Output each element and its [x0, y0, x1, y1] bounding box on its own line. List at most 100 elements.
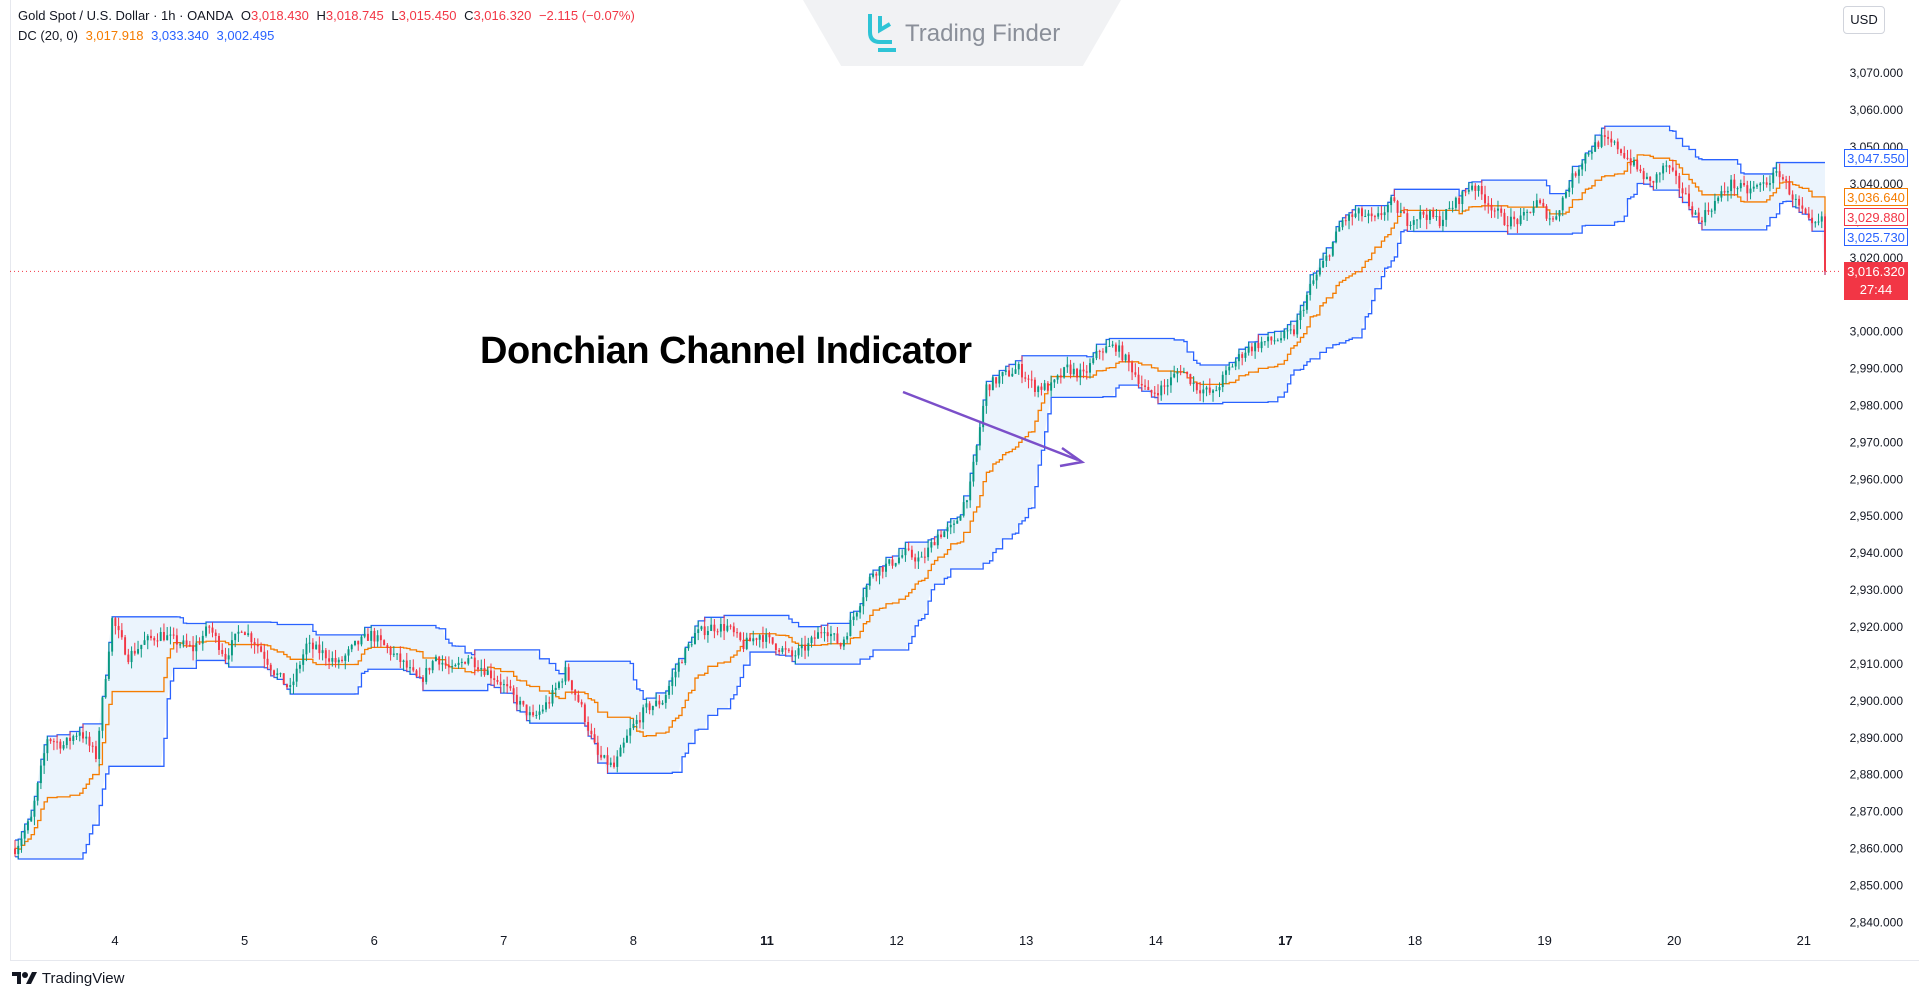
candle [444, 656, 447, 669]
legend-indicator-row: DC (20, 0) 3,017.918 3,033.340 3,002.495 [18, 28, 278, 43]
candle [755, 637, 758, 646]
candle [881, 565, 884, 579]
candle [1438, 210, 1441, 229]
candle [1480, 180, 1483, 200]
candle [409, 659, 412, 675]
candle [1487, 195, 1490, 214]
candle [146, 634, 149, 650]
candle [1464, 188, 1467, 197]
candle [1419, 205, 1422, 228]
tradingview-brand[interactable]: TradingView [12, 970, 124, 987]
candle [1467, 182, 1470, 195]
candle [23, 824, 26, 845]
candle [402, 659, 405, 671]
candle [1147, 380, 1150, 391]
candle [833, 632, 836, 641]
candle [1794, 194, 1797, 208]
candle [1642, 167, 1645, 185]
candle [1762, 175, 1765, 191]
candle [224, 647, 227, 664]
dc-mid-value: 3,017.918 [85, 28, 144, 43]
candle [1733, 173, 1736, 196]
candle [62, 741, 65, 751]
candle [175, 628, 178, 653]
candle [1697, 207, 1700, 224]
candle [1542, 198, 1545, 208]
candle [1726, 186, 1729, 202]
candle [1526, 209, 1529, 222]
candle [1785, 175, 1788, 190]
candle [1720, 185, 1723, 202]
candle [26, 819, 29, 834]
candle [150, 629, 152, 641]
candle [1768, 175, 1771, 192]
candle [1574, 171, 1577, 178]
candle [956, 517, 959, 524]
candle [1539, 198, 1542, 205]
candle [1435, 209, 1438, 221]
candle [849, 612, 852, 637]
candle [681, 659, 683, 664]
candle [1743, 175, 1746, 187]
x-tick-label: 12 [889, 933, 903, 948]
candle [331, 651, 334, 667]
y-tick-label: 2,950.000 [1850, 509, 1904, 523]
candle [1237, 349, 1240, 370]
candle [286, 683, 288, 690]
candle [114, 616, 117, 635]
candle [308, 634, 311, 653]
candle [227, 648, 230, 668]
candle [120, 623, 123, 640]
candle [221, 643, 224, 657]
candle [1192, 376, 1195, 392]
candle [1101, 348, 1104, 361]
candle [185, 633, 188, 648]
candle [1017, 361, 1020, 375]
candle [1046, 381, 1049, 392]
candle [496, 675, 499, 685]
candle [1568, 180, 1571, 197]
symbol-title[interactable]: Gold Spot / U.S. Dollar · 1h · OANDA [18, 8, 234, 23]
candle [1428, 209, 1431, 225]
candle [1027, 374, 1030, 389]
candle [1432, 207, 1435, 219]
candle [1496, 200, 1499, 219]
candle [1594, 135, 1597, 153]
candle [658, 695, 661, 709]
candle [269, 662, 272, 676]
candle [975, 444, 978, 466]
candle [39, 759, 42, 790]
candle [195, 635, 198, 660]
currency-button[interactable]: USD [1843, 6, 1885, 34]
candle [1221, 371, 1224, 393]
indicator-name[interactable]: DC (20, 0) [18, 28, 78, 43]
candle [237, 625, 240, 643]
candle [94, 740, 97, 763]
candle [891, 555, 894, 569]
candle [1555, 210, 1558, 221]
candle [1066, 356, 1069, 373]
candle [43, 744, 46, 774]
candle [1082, 361, 1085, 379]
candle [1033, 377, 1036, 397]
candle [1652, 180, 1655, 191]
candle [1169, 370, 1172, 393]
y-tick-label: 3,070.000 [1850, 66, 1904, 80]
candle [509, 679, 512, 691]
candle [1545, 204, 1548, 221]
candle [807, 637, 810, 657]
candle [218, 633, 220, 655]
candle [334, 649, 337, 668]
y-tick-label: 2,870.000 [1850, 805, 1904, 819]
x-tick-label: 6 [371, 933, 378, 948]
candle [1739, 179, 1742, 192]
candle [959, 514, 962, 521]
candle [1225, 365, 1227, 384]
prev-close-price-tag: 3,029.880 [1844, 208, 1908, 226]
x-tick-label: 11 [760, 933, 774, 948]
candle [1312, 273, 1315, 286]
candle [477, 660, 479, 673]
candle [473, 649, 476, 676]
y-tick-label: 2,890.000 [1850, 731, 1904, 745]
